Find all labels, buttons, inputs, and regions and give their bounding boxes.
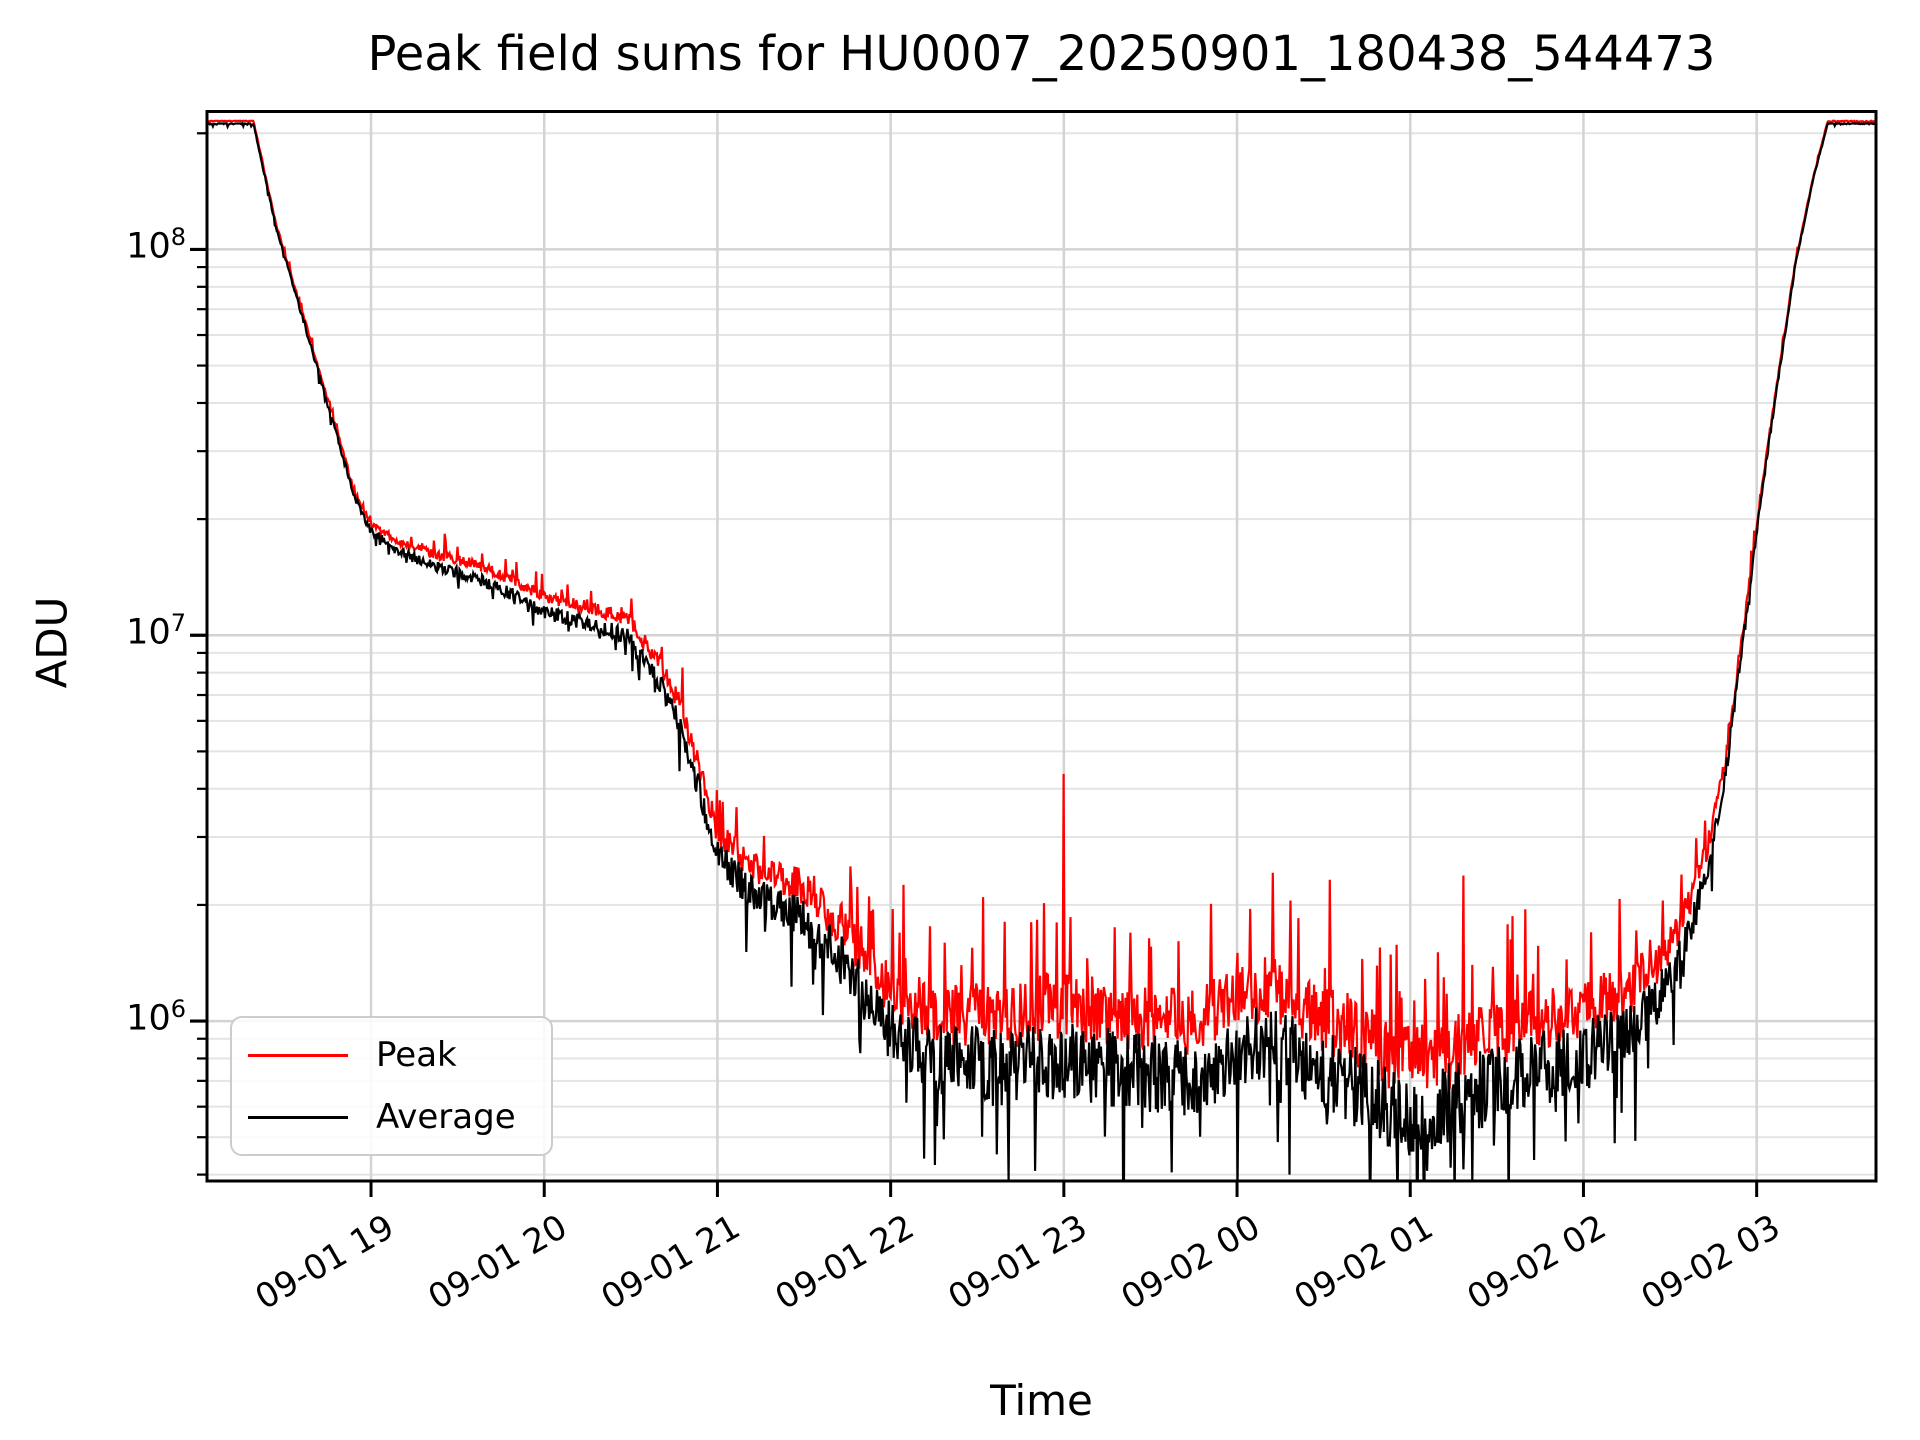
average-series-path bbox=[207, 121, 1876, 1181]
peak-series-path bbox=[207, 119, 1876, 1089]
legend-average-label: Average bbox=[376, 1097, 516, 1137]
legend-average-line-sample bbox=[248, 1115, 348, 1119]
legend-peak-label: Peak bbox=[376, 1035, 457, 1075]
chart-title: Peak field sums for HU0007_20250901_1804… bbox=[367, 26, 1716, 82]
x-axis-label: Time bbox=[990, 1376, 1093, 1425]
y-tick-label: 106 bbox=[126, 995, 186, 1039]
legend-entry-peak: Peak bbox=[232, 1035, 551, 1075]
series-layer bbox=[207, 119, 1876, 1181]
y-tick-label: 107 bbox=[126, 609, 186, 653]
plot-frame bbox=[205, 110, 1878, 1183]
legend-peak-line-sample bbox=[248, 1053, 348, 1057]
legend-entry-average: Average bbox=[232, 1097, 551, 1137]
legend: Peak Average bbox=[230, 1016, 553, 1156]
y-tick-label: 108 bbox=[126, 223, 186, 268]
